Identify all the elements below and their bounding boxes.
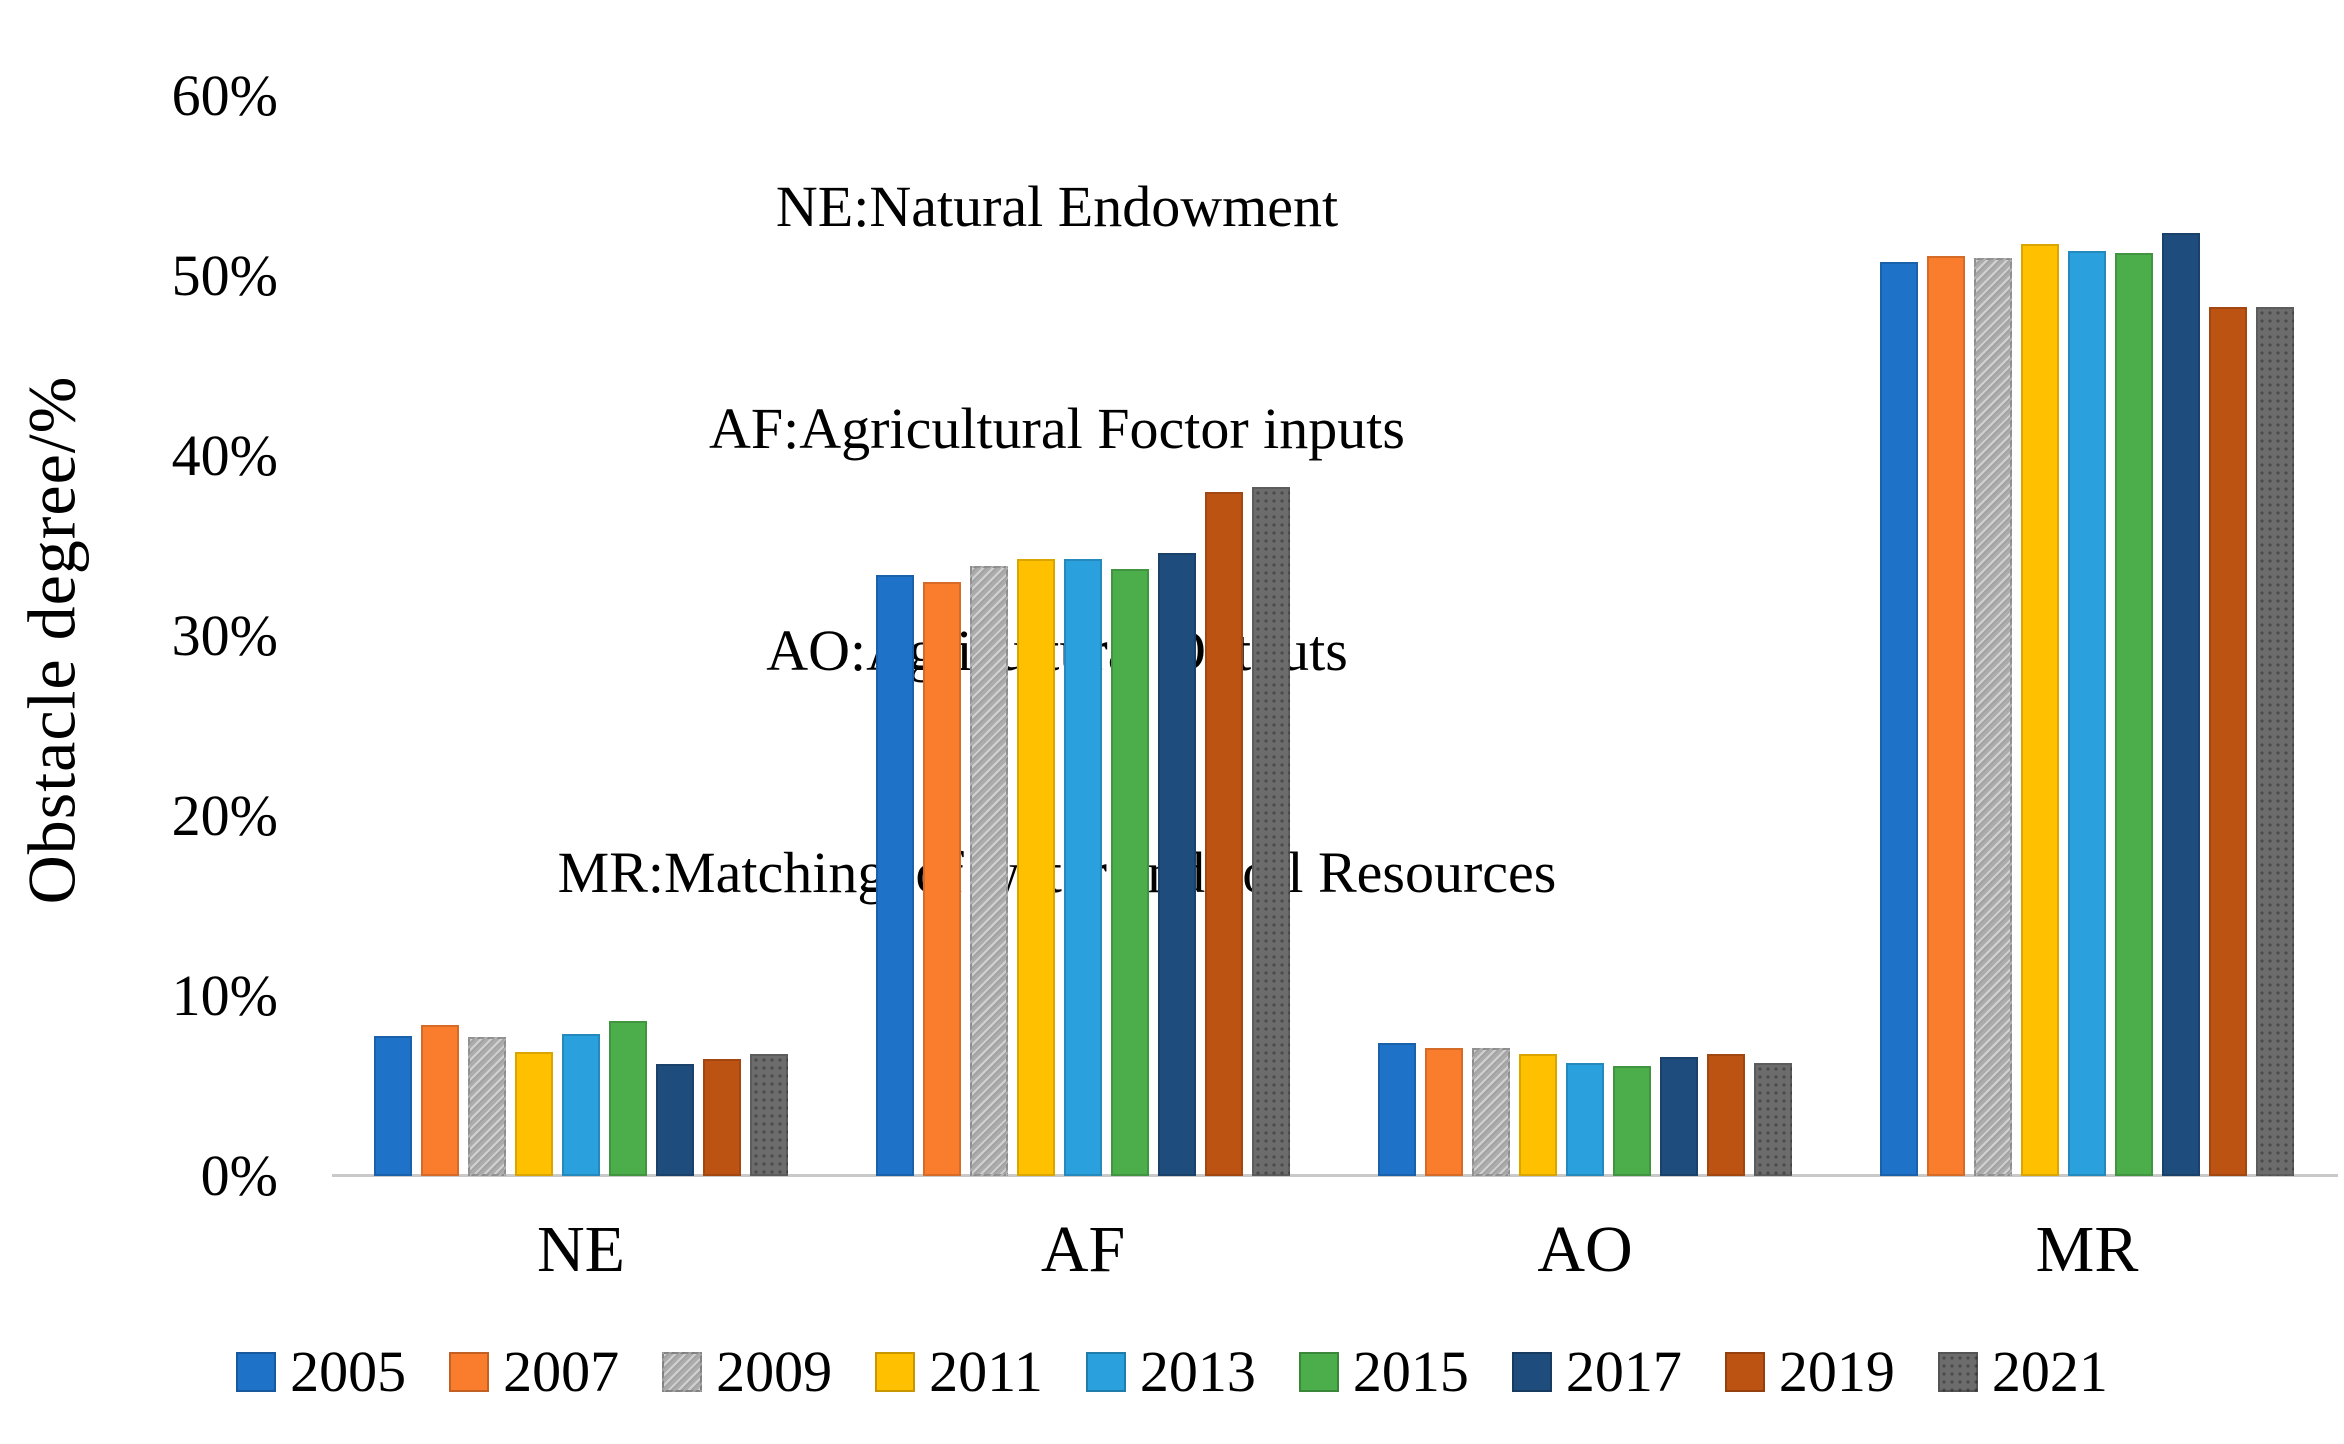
legend-item-2021: 2021: [1937, 1338, 2108, 1405]
bar-NE-2009: [468, 1037, 506, 1176]
legend-item-2015: 2015: [1298, 1338, 1469, 1405]
legend-label-2011: 2011: [929, 1339, 1043, 1404]
annotation-line-ao: AO:Agricultural Outputs: [766, 618, 1348, 683]
bar-AO-2013: [1566, 1063, 1604, 1176]
legend-swatch-2007: [449, 1351, 490, 1392]
legend: 2005 2007 2009 2011 2013 2015 2017 2019 2021: [0, 1338, 2344, 1405]
bar-AO-2007: [1425, 1048, 1463, 1176]
bar-NE-2019: [703, 1059, 741, 1176]
x-category-label-AF: AF: [1040, 1213, 1126, 1286]
legend-swatch-2005: [236, 1351, 277, 1392]
annotation-block: NE:Natural Endowment AF:Agricultural Foc…: [207, 22, 1907, 1058]
bar-NE-2011: [515, 1052, 553, 1176]
y-tick-label: 40%: [171, 423, 278, 488]
legend-item-2019: 2019: [1724, 1338, 1895, 1405]
legend-item-2007: 2007: [449, 1338, 619, 1405]
bar-NE-2021: [750, 1054, 788, 1176]
annotation-line-mr: MR:Matching of water and soil Resources: [557, 840, 1557, 905]
annotation-line-ne: NE:Natural Endowment: [775, 174, 1339, 239]
bar-AF-2009: [970, 566, 1008, 1176]
legend-label-2017: 2017: [1565, 1339, 1682, 1404]
bar-AO-2017: [1660, 1057, 1698, 1176]
legend-swatch-2019: [1724, 1351, 1765, 1392]
y-tick-label: 0%: [200, 1143, 278, 1208]
bar-MR-2011: [2021, 244, 2059, 1176]
bar-MR-2013: [2068, 251, 2106, 1176]
legend-swatch-2009: [662, 1351, 703, 1392]
legend-label-2009: 2009: [716, 1339, 833, 1404]
bar-MR-2019: [2209, 307, 2247, 1176]
bar-NE-2013: [562, 1034, 600, 1176]
legend-item-2011: 2011: [875, 1338, 1043, 1405]
legend-item-2009: 2009: [662, 1338, 832, 1405]
legend-label-2015: 2015: [1352, 1339, 1469, 1404]
bar-AF-2011: [1017, 559, 1055, 1176]
bar-NE-2015: [609, 1021, 647, 1176]
bar-MR-2021: [2256, 307, 2294, 1176]
x-axis-line: [332, 1174, 2338, 1177]
bar-MR-2017: [2162, 233, 2200, 1176]
annotation-line-af: AF:Agricultural Foctor inputs: [709, 396, 1405, 461]
x-category-label-AO: AO: [1537, 1213, 1633, 1286]
legend-label-2019: 2019: [1778, 1339, 1895, 1404]
y-tick-label: 30%: [171, 603, 278, 668]
legend-item-2013: 2013: [1085, 1338, 1256, 1405]
bar-MR-2015: [2115, 253, 2153, 1176]
legend-label-2007: 2007: [503, 1339, 620, 1404]
bar-NE-2017: [656, 1064, 694, 1176]
bar-AO-2009: [1472, 1048, 1510, 1176]
x-category-label-NE: NE: [537, 1213, 625, 1286]
legend-swatch-2021: [1937, 1351, 1978, 1392]
bar-MR-2009: [1974, 258, 2012, 1176]
y-tick-label: 10%: [171, 963, 278, 1028]
legend-swatch-2011: [875, 1351, 916, 1392]
bar-MR-2005: [1880, 262, 1918, 1176]
bar-MR-2007: [1927, 256, 1965, 1176]
bar-AF-2013: [1064, 559, 1102, 1176]
bar-AF-2017: [1158, 553, 1196, 1176]
bar-AO-2005: [1378, 1043, 1416, 1176]
legend-label-2021: 2021: [1991, 1339, 2108, 1404]
bar-AO-2015: [1613, 1066, 1651, 1176]
x-category-label-MR: MR: [2035, 1213, 2139, 1286]
legend-item-2005: 2005: [236, 1338, 406, 1405]
y-tick-label: 20%: [171, 783, 278, 848]
y-tick-label: 50%: [171, 243, 278, 308]
bar-AF-2005: [876, 575, 914, 1176]
y-tick-label: 60%: [171, 63, 278, 128]
bar-NE-2007: [421, 1025, 459, 1176]
bar-AF-2021: [1252, 487, 1290, 1176]
legend-label-2013: 2013: [1139, 1339, 1256, 1404]
bar-NE-2005: [374, 1036, 412, 1176]
bar-AO-2019: [1707, 1054, 1745, 1176]
legend-label-2005: 2005: [290, 1339, 407, 1404]
legend-swatch-2015: [1298, 1351, 1339, 1392]
bar-AF-2019: [1205, 492, 1243, 1176]
legend-swatch-2017: [1511, 1351, 1552, 1392]
legend-item-2017: 2017: [1511, 1338, 1682, 1405]
bar-AF-2007: [923, 582, 961, 1176]
bar-AF-2015: [1111, 569, 1149, 1176]
legend-swatch-2013: [1085, 1351, 1126, 1392]
bar-AO-2021: [1754, 1063, 1792, 1176]
bar-AO-2011: [1519, 1054, 1557, 1176]
